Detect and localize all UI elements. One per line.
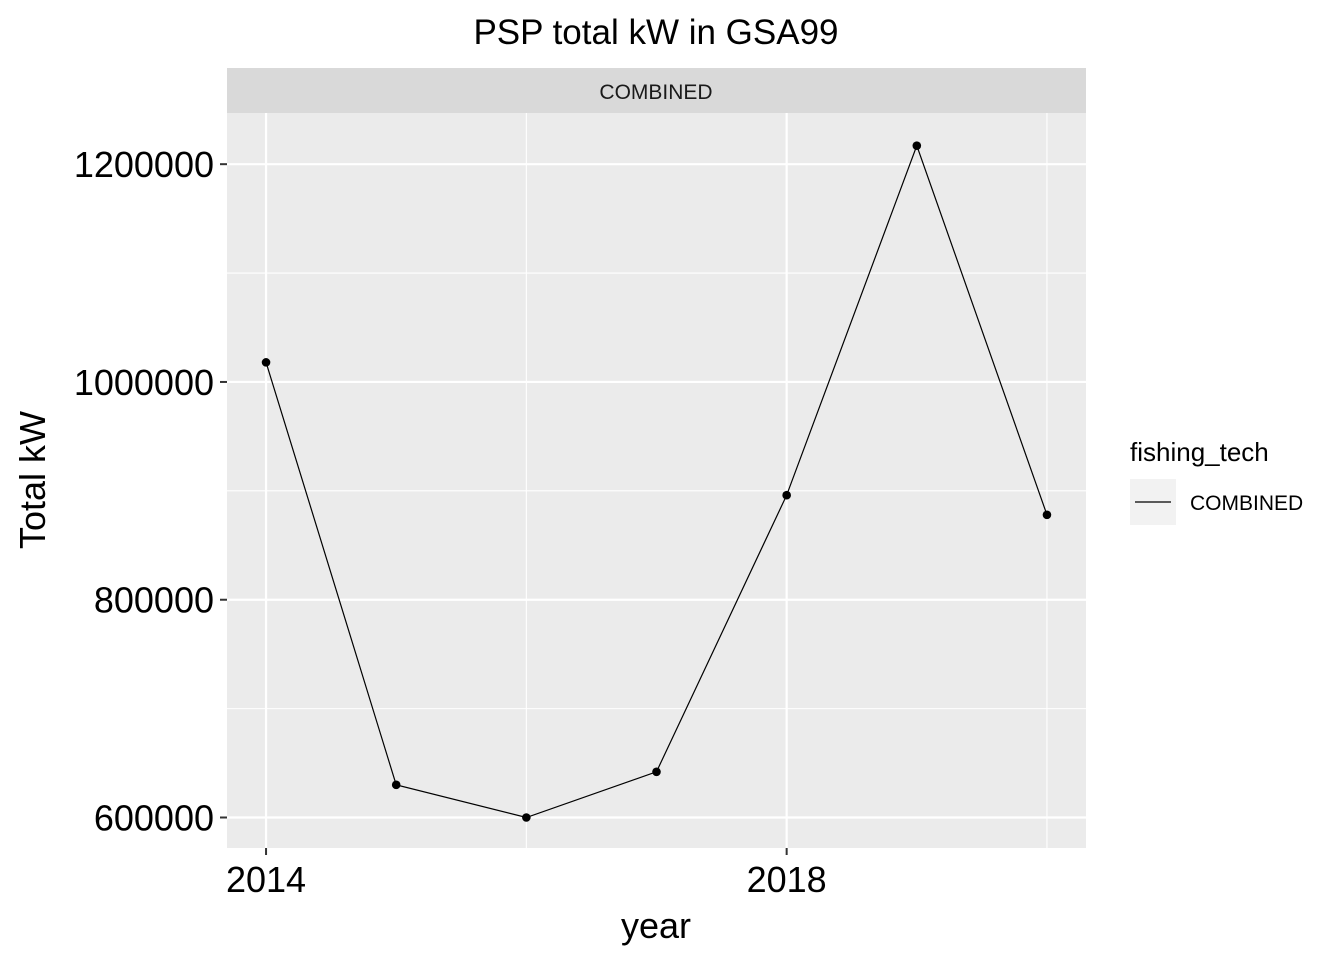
legend: fishing_tech COMBINED [1130, 437, 1303, 525]
chart-title: PSP total kW in GSA99 [473, 13, 838, 52]
minor-gridlines [227, 113, 1086, 848]
series-points [261, 141, 1052, 822]
x-tick-label: 2014 [226, 859, 306, 900]
data-point [912, 141, 922, 150]
data-point [261, 358, 271, 367]
x-axis-tick-labels: 2014 2018 [226, 859, 827, 900]
data-point [1042, 510, 1052, 520]
legend-entries: COMBINED [1130, 479, 1303, 525]
plot-panel [227, 113, 1086, 848]
legend-entry-label: COMBINED [1190, 492, 1303, 515]
y-axis-tick-labels: 600000 800000 1000000 1200000 [74, 144, 214, 838]
y-tick-label: 600000 [94, 798, 214, 839]
axis-ticks [220, 163, 788, 855]
major-gridlines [227, 113, 1086, 848]
y-axis-title: Total kW [12, 411, 53, 549]
legend-title: fishing_tech [1130, 437, 1269, 467]
x-tick-label: 2018 [747, 859, 827, 900]
x-axis-title: year [621, 905, 691, 946]
data-point [782, 490, 791, 500]
facet-strip-label: COMBINED [599, 81, 712, 104]
data-point [522, 813, 531, 822]
data-point [391, 780, 401, 790]
data-point [652, 767, 661, 777]
y-tick-label: 1200000 [74, 144, 214, 185]
y-tick-label: 800000 [94, 580, 214, 621]
facet-strip [227, 68, 1086, 113]
y-tick-label: 1000000 [74, 362, 214, 403]
